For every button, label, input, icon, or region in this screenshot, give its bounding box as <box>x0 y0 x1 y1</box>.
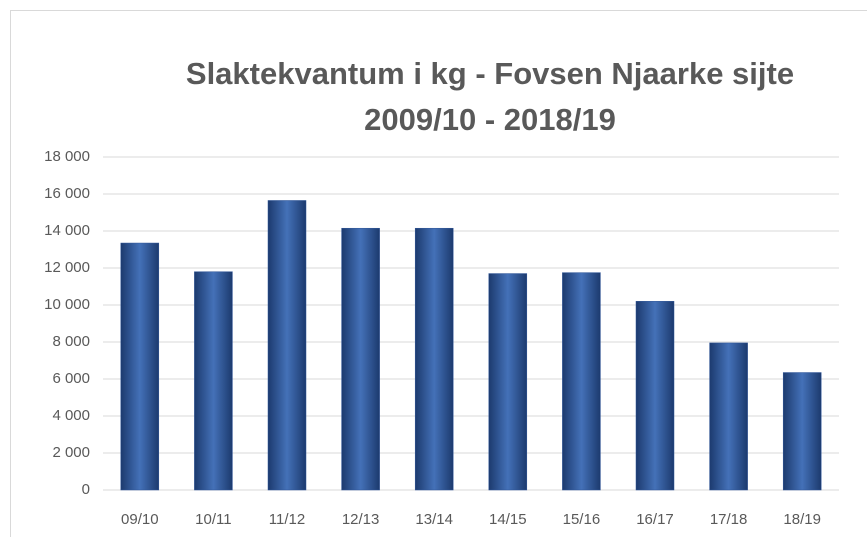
y-tick-label: 18 000 <box>44 148 90 165</box>
bar <box>267 200 307 491</box>
x-tick-label: 11/12 <box>269 511 305 528</box>
bar <box>414 227 454 491</box>
bar <box>782 372 822 491</box>
x-tick-label: 18/19 <box>783 511 821 528</box>
x-tick-label: 17/18 <box>710 511 748 528</box>
y-tick-label: 6 000 <box>52 370 90 387</box>
bar <box>341 227 380 491</box>
y-tick-label: 2 000 <box>52 444 90 461</box>
bar <box>120 242 160 491</box>
bar <box>709 342 748 491</box>
x-tick-label: 13/14 <box>415 511 453 528</box>
chart-title: Slaktekvantum i kg - Fovsen Njaarke sijt… <box>186 56 794 91</box>
chart-title: 2009/10 - 2018/19 <box>364 102 616 137</box>
y-tick-label: 4 000 <box>52 407 90 424</box>
x-tick-label: 10/11 <box>195 511 231 528</box>
bar <box>635 301 675 491</box>
y-tick-label: 16 000 <box>44 185 90 202</box>
y-tick-label: 10 000 <box>44 296 90 313</box>
bar <box>488 273 528 491</box>
x-tick-label: 15/16 <box>563 511 601 528</box>
y-tick-label: 0 <box>82 481 90 498</box>
y-tick-label: 14 000 <box>44 222 90 239</box>
x-tick-label: 16/17 <box>636 511 674 528</box>
x-tick-label: 12/13 <box>342 511 380 528</box>
x-tick-label: 14/15 <box>489 511 527 528</box>
chart-border <box>10 10 867 537</box>
y-tick-label: 8 000 <box>52 333 90 350</box>
bar <box>562 272 601 491</box>
bar <box>194 271 233 491</box>
x-tick-label: 09/10 <box>121 511 159 528</box>
y-tick-label: 12 000 <box>44 259 90 276</box>
